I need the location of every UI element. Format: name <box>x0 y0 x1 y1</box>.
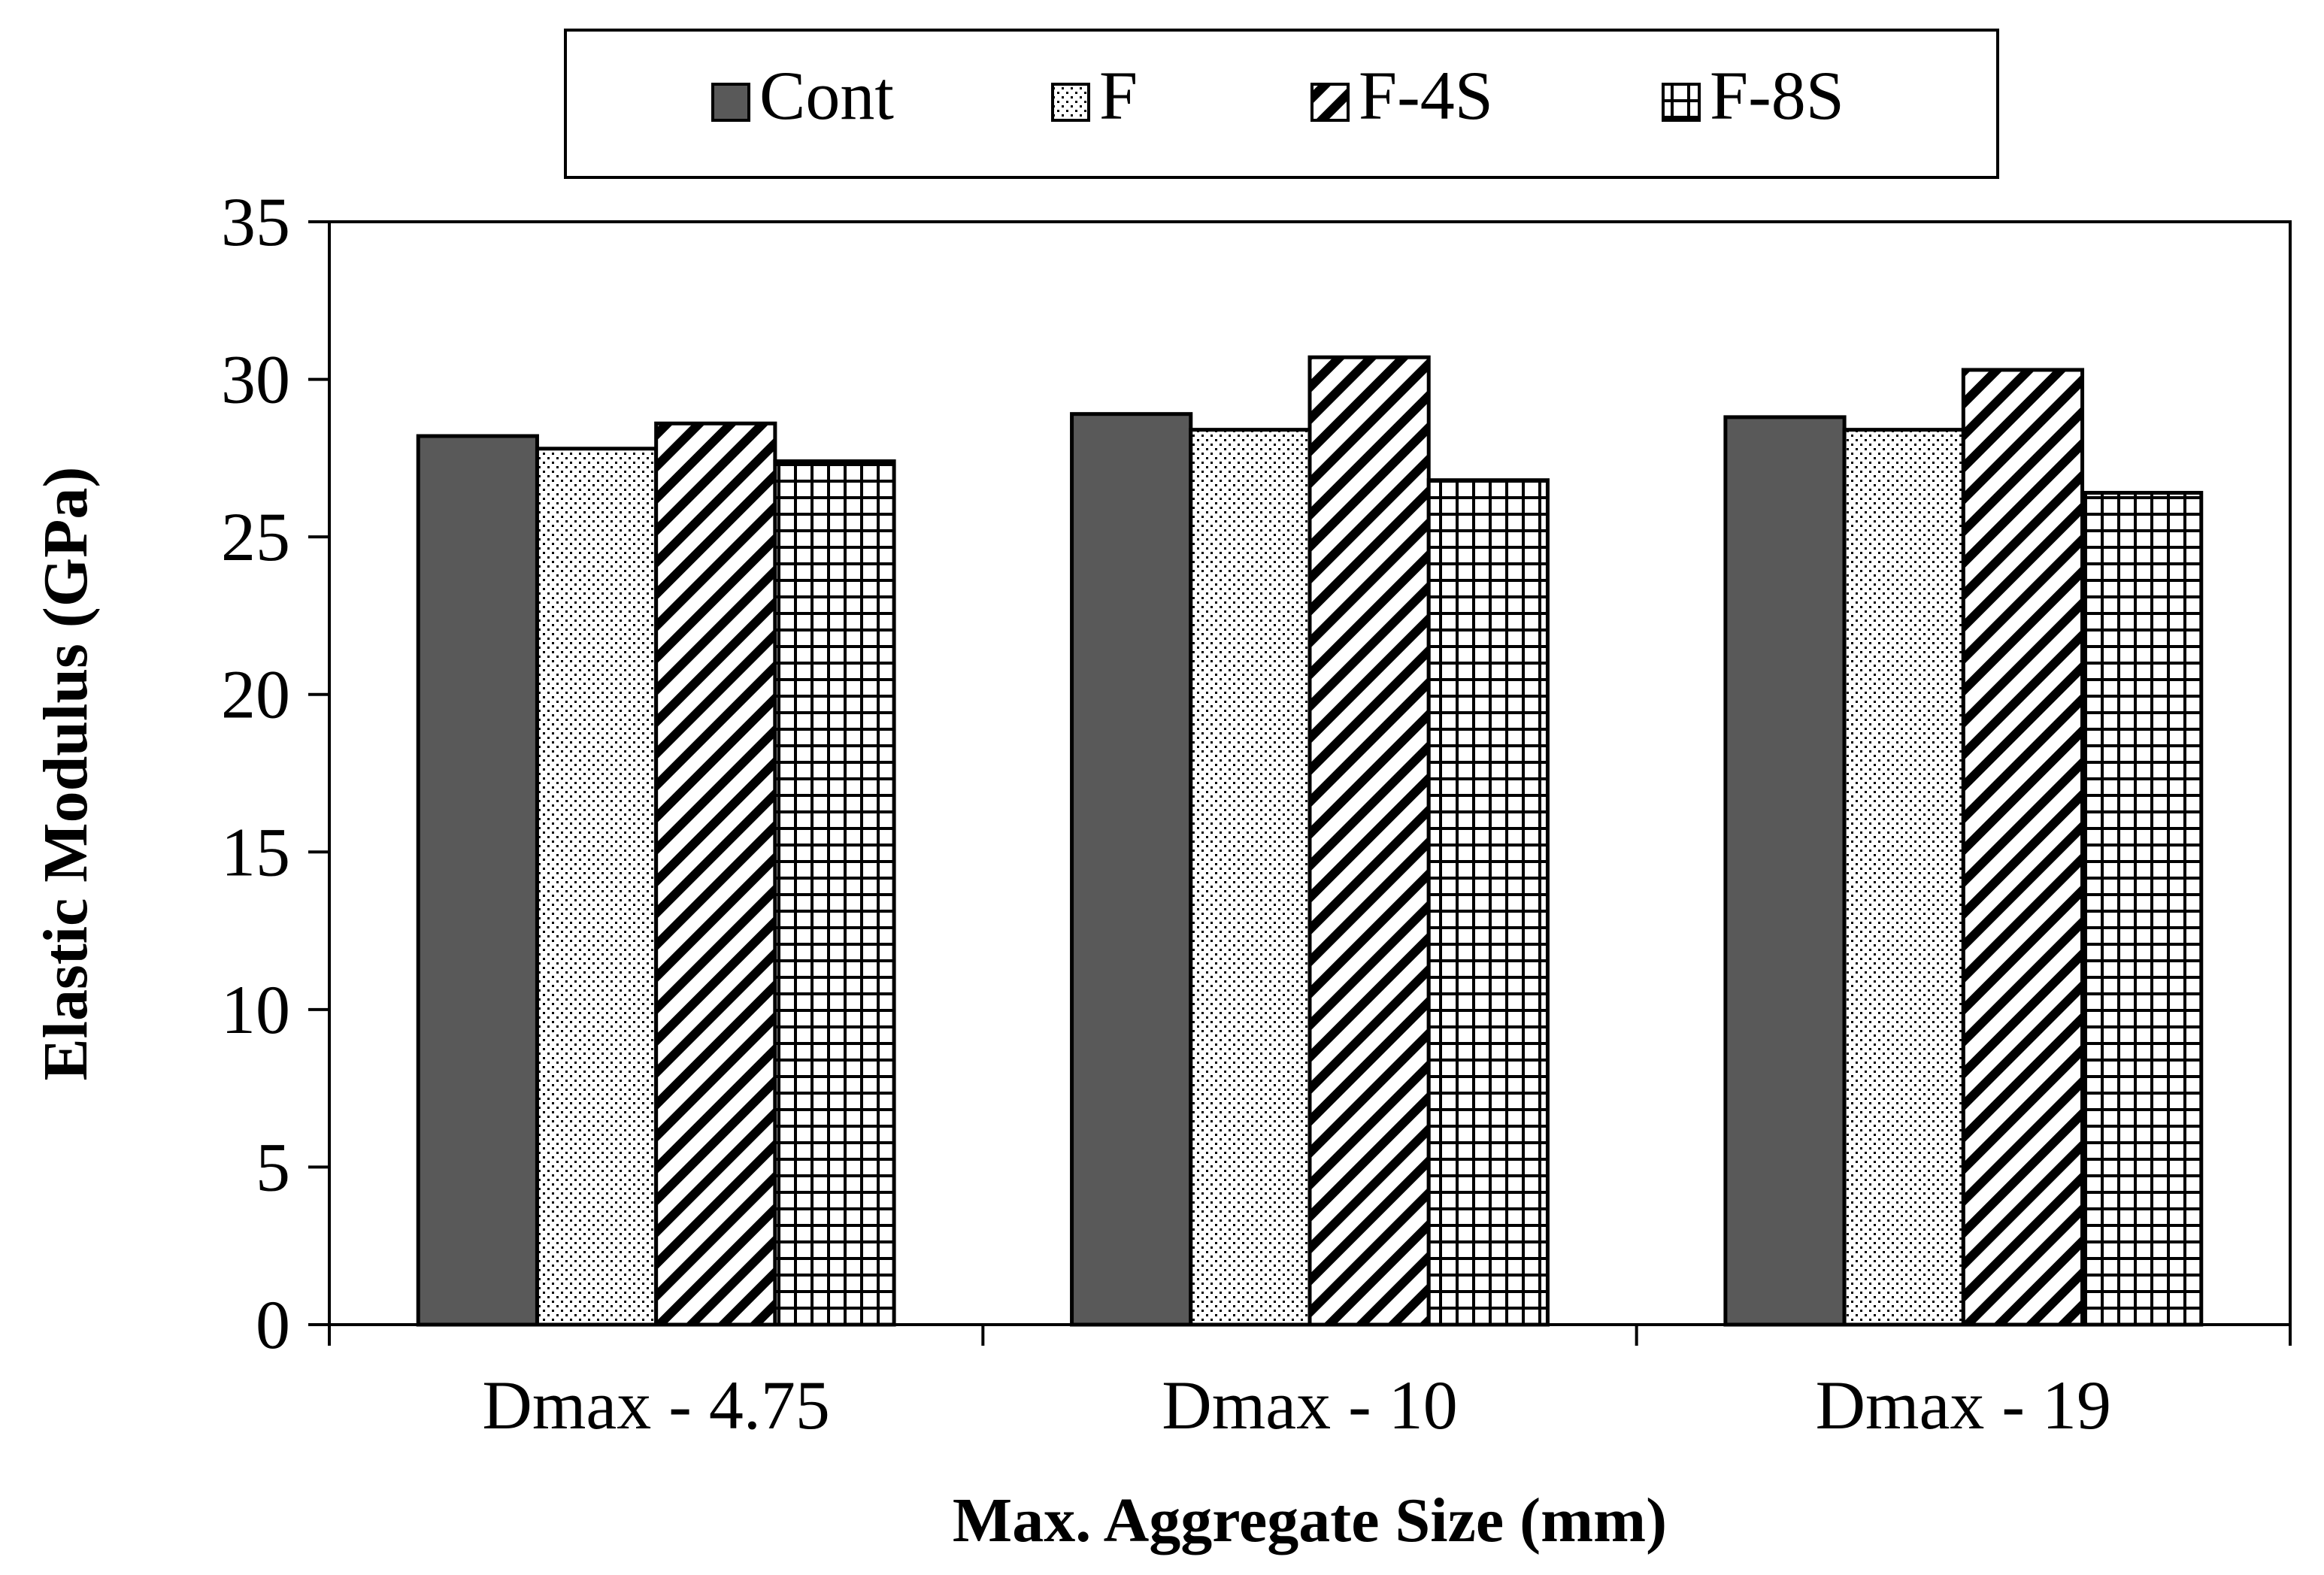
bar-f-8s-2 <box>1426 478 1550 1327</box>
x-category-label: Dmax - 10 <box>1162 1367 1457 1443</box>
y-axis: 0 5 10 15 20 25 30 35 <box>221 183 329 1363</box>
bar-cont-2 <box>1070 412 1193 1327</box>
y-tick-label: 20 <box>221 656 290 733</box>
legend-swatch-f <box>1051 83 1090 122</box>
bar-f-8s-1 <box>773 459 896 1327</box>
x-category-label: Dmax - 4.75 <box>482 1367 829 1443</box>
x-category-label: Dmax - 19 <box>1816 1367 2111 1443</box>
bar-f-2 <box>1189 428 1312 1327</box>
legend-swatch-cont <box>711 83 750 122</box>
bar-f-4s-2 <box>1307 355 1431 1327</box>
legend-swatch-f-4s <box>1310 83 1350 122</box>
legend: Cont F F-4S F-8S <box>711 57 1844 134</box>
legend-label: F-8S <box>1710 57 1844 134</box>
y-tick-label: 5 <box>256 1128 290 1205</box>
bar-f-3 <box>1842 428 1965 1327</box>
y-tick-label: 15 <box>221 813 290 890</box>
bar-cont-3 <box>1723 415 1847 1327</box>
legend-label: F-4S <box>1359 57 1493 134</box>
bar-f-1 <box>535 447 659 1327</box>
bar-f-4s-3 <box>1961 368 2085 1327</box>
legend-box <box>564 29 1999 179</box>
legend-swatch-f-8s <box>1662 83 1701 122</box>
y-tick-label: 30 <box>221 341 290 418</box>
y-tick-label: 0 <box>256 1286 290 1363</box>
legend-label: Cont <box>759 57 894 134</box>
y-tick-label: 10 <box>221 971 290 1048</box>
y-tick-label: 35 <box>221 183 290 260</box>
bar-f-8s-3 <box>2080 490 2204 1327</box>
x-axis: Dmax - 4.75 Dmax - 10 Dmax - 19 <box>328 1325 2292 1443</box>
bar-f-4s-1 <box>654 421 777 1327</box>
x-axis-title: Max. Aggregate Size (mm) <box>953 1486 1667 1555</box>
legend-label: F <box>1099 57 1138 134</box>
bars-group <box>329 355 2290 1327</box>
y-tick-label: 25 <box>221 498 290 575</box>
y-axis-title: Elastic Modulus (GPa) <box>31 467 101 1081</box>
bar-cont-1 <box>416 434 539 1327</box>
